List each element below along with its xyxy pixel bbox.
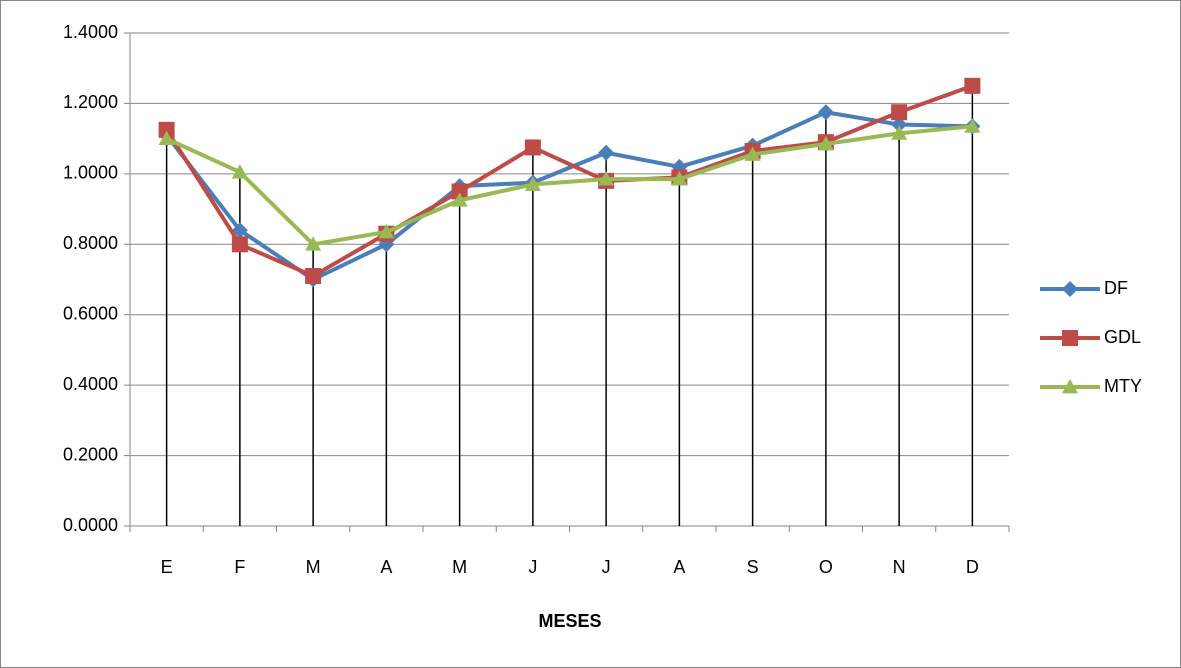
point-marker [598, 171, 615, 186]
x-tick-label: J [528, 557, 537, 577]
point-marker [891, 125, 908, 140]
point-marker [598, 144, 615, 161]
point-marker [817, 104, 834, 121]
y-tick-label: 0.0000 [63, 515, 118, 535]
x-tick-label: M [306, 557, 321, 577]
y-tick-label: 1.4000 [63, 22, 118, 42]
point-marker [231, 236, 248, 253]
legend-label: GDL [1104, 327, 1141, 347]
point-marker [378, 223, 395, 239]
x-tick-label: F [234, 557, 245, 577]
x-tick-label: E [161, 557, 173, 577]
x-tick-label: D [966, 557, 979, 577]
x-tick-label: M [452, 557, 467, 577]
x-tick-label: S [747, 557, 759, 577]
series-line [165, 124, 973, 247]
point-marker [158, 130, 175, 146]
point-marker [451, 192, 468, 207]
x-tick-label: N [893, 557, 906, 577]
point-marker [817, 135, 834, 151]
series-line [164, 83, 974, 278]
legend-label: MTY [1104, 376, 1142, 396]
point-marker [305, 267, 322, 284]
point-marker [964, 118, 981, 133]
point-marker [671, 171, 688, 186]
point-marker [964, 77, 981, 94]
legend-marker [1062, 330, 1078, 346]
point-marker [744, 146, 761, 161]
point-marker [451, 183, 468, 200]
legend-marker [1062, 379, 1078, 394]
y-tick-label: 0.4000 [63, 374, 118, 394]
point-marker [158, 121, 175, 138]
x-tick-label: A [380, 557, 392, 577]
point-marker [891, 116, 908, 133]
point-marker [231, 222, 248, 239]
legend-label: DF [1104, 278, 1128, 298]
x-tick-label: J [602, 557, 611, 577]
x-axis-title: MESES [538, 611, 601, 631]
point-marker [305, 236, 322, 251]
y-tick-label: 1.0000 [63, 163, 118, 183]
point-marker [891, 104, 908, 121]
point-marker [524, 176, 541, 191]
legend-marker [1062, 281, 1078, 297]
x-tick-label: A [673, 557, 685, 577]
point-marker [231, 164, 248, 179]
y-tick-label: 0.2000 [63, 444, 118, 464]
point-marker [524, 139, 541, 156]
y-tick-label: 0.6000 [63, 303, 118, 323]
y-tick-label: 1.2000 [63, 92, 118, 112]
x-tick-label: O [819, 557, 833, 577]
y-tick-label: 0.8000 [63, 233, 118, 253]
